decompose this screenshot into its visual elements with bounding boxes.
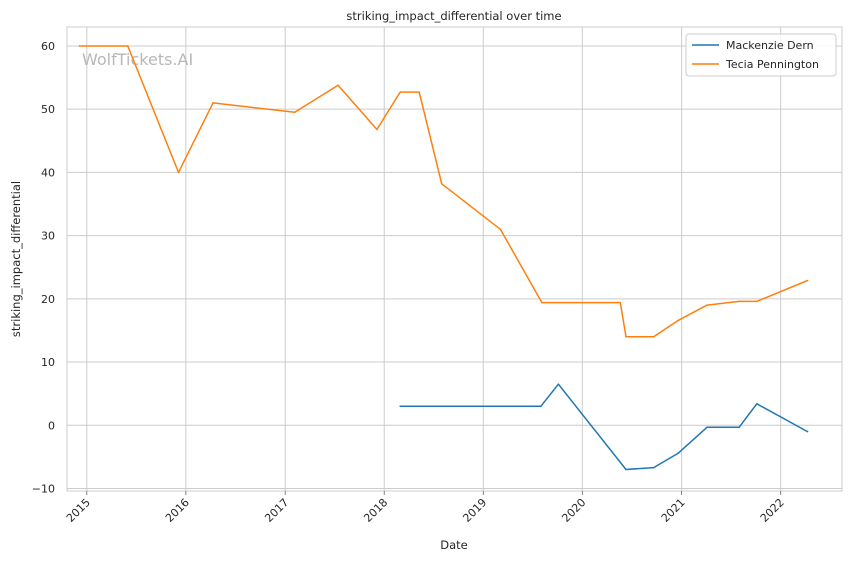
- data-point-tecia-pennington: [126, 45, 129, 47]
- data-point-tecia-pennington: [541, 301, 543, 304]
- plot-area: [67, 27, 842, 491]
- data-point-mackenzie-dern: [706, 426, 708, 428]
- data-point-mackenzie-dern: [539, 405, 542, 408]
- y-tick-label: 30: [41, 230, 55, 243]
- x-ticks: 2015 2016 2017 2018 2019 2020 2021 2022: [64, 491, 787, 525]
- data-point-mackenzie-dern: [557, 383, 560, 385]
- data-point-tecia-pennington: [78, 45, 81, 47]
- data-point-tecia-pennington: [806, 279, 809, 282]
- x-tick-label: 2021: [659, 496, 688, 525]
- data-point-tecia-pennington: [619, 301, 622, 304]
- y-grid: [67, 45, 842, 489]
- x-tick-label: 2016: [163, 496, 192, 525]
- data-point-tecia-pennington: [738, 300, 740, 303]
- series-layer: [78, 45, 809, 471]
- x-tick-label: 2022: [758, 496, 787, 525]
- data-point-mackenzie-dern: [677, 452, 680, 454]
- legend: Mackenzie Dern Tecia Pennington: [685, 33, 837, 77]
- data-point-tecia-pennington: [177, 171, 180, 174]
- y-tick-label: 0: [48, 419, 55, 432]
- x-tick-label: 2015: [64, 496, 93, 525]
- data-point-tecia-pennington: [418, 91, 421, 93]
- legend-box: [685, 33, 837, 77]
- data-point-mackenzie-dern: [399, 405, 402, 408]
- data-point-mackenzie-dern: [738, 426, 740, 428]
- data-point-tecia-pennington: [755, 300, 758, 303]
- data-point-mackenzie-dern: [625, 468, 627, 471]
- data-point-mackenzie-dern: [806, 430, 809, 433]
- data-point-tecia-pennington: [399, 91, 402, 93]
- x-tick-label: 2018: [361, 496, 390, 525]
- x-grid: [86, 27, 782, 491]
- watermark: WolfTickets.AI: [82, 50, 193, 69]
- data-point-tecia-pennington: [337, 84, 339, 86]
- y-tick-label: 60: [41, 40, 55, 53]
- data-point-tecia-pennington: [652, 335, 655, 338]
- legend-label-tecia-pennington: Tecia Pennington: [725, 58, 819, 71]
- data-point-mackenzie-dern: [755, 402, 758, 405]
- y-tick-label: 50: [41, 103, 55, 116]
- data-point-tecia-pennington: [677, 319, 680, 322]
- x-axis-label: Date: [440, 538, 468, 552]
- data-point-tecia-pennington: [440, 182, 443, 185]
- y-axis-label: striking_impact_differential: [9, 181, 23, 337]
- chart-title: striking_impact_differential over time: [346, 9, 561, 23]
- x-tick-label: 2019: [460, 496, 489, 525]
- data-point-tecia-pennington: [212, 102, 214, 104]
- x-tick-label: 2017: [262, 496, 291, 525]
- x-tick-label: 2020: [559, 496, 588, 525]
- data-point-tecia-pennington: [293, 111, 296, 114]
- y-tick-label: 40: [41, 166, 55, 179]
- legend-label-mackenzie-dern: Mackenzie Dern: [726, 39, 814, 52]
- data-point-tecia-pennington: [499, 228, 502, 231]
- data-point-tecia-pennington: [706, 304, 708, 306]
- series-line-mackenzie-dern: [400, 383, 808, 471]
- plot-frame: [66, 26, 843, 492]
- y-tick-label: 10: [41, 356, 55, 369]
- data-point-tecia-pennington: [625, 335, 627, 338]
- data-point-tecia-pennington: [376, 128, 378, 131]
- y-tick-label: 20: [41, 293, 55, 306]
- y-tick-label: −10: [32, 482, 55, 495]
- data-point-mackenzie-dern: [652, 466, 655, 469]
- y-ticks: −10 0 10 20 30 40 50 60: [32, 40, 55, 496]
- series-line-tecia-pennington: [79, 45, 808, 338]
